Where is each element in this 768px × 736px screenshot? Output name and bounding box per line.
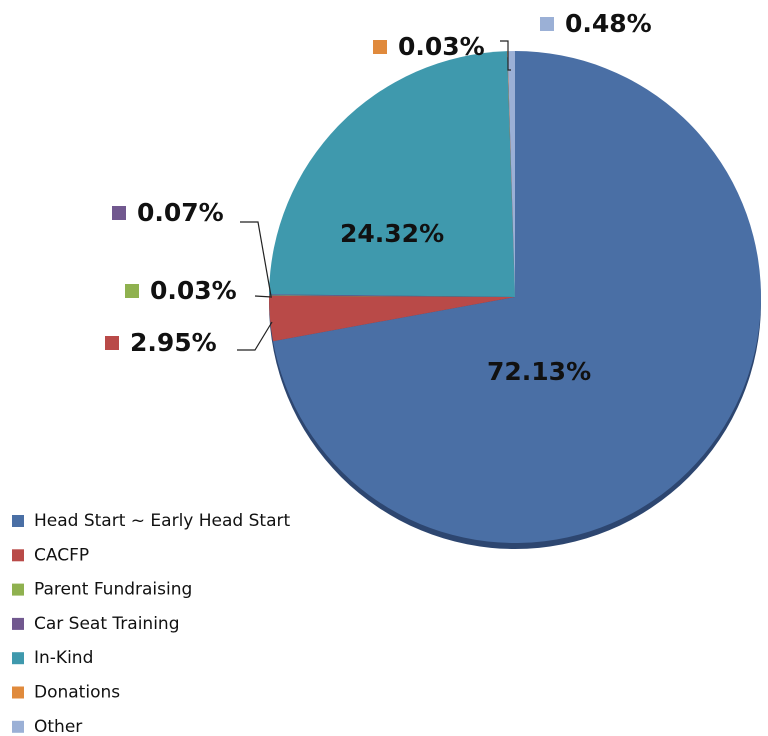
legend-swatch bbox=[12, 617, 24, 630]
leader-line bbox=[240, 221, 272, 297]
data-label: 0.07% bbox=[137, 198, 224, 227]
legend-label: In-Kind bbox=[34, 648, 93, 668]
leader-line bbox=[237, 321, 273, 351]
data-label: 0.03% bbox=[398, 32, 485, 61]
legend-swatch bbox=[12, 549, 24, 562]
legend-swatch bbox=[12, 686, 24, 699]
data-label: 24.32% bbox=[340, 219, 444, 248]
legend-label: CACFP bbox=[34, 545, 89, 565]
pie-slice bbox=[269, 295, 515, 297]
pie-slice bbox=[269, 295, 515, 342]
pie-slice bbox=[273, 51, 761, 543]
pie-slice bbox=[269, 294, 515, 297]
data-label: 72.13% bbox=[487, 357, 591, 386]
legend-label: Car Seat Training bbox=[34, 614, 180, 634]
pie-slice bbox=[507, 51, 515, 297]
data-label: 0.48% bbox=[565, 9, 652, 38]
legend-label: Head Start ~ Early Head Start bbox=[34, 511, 290, 531]
legend-swatch bbox=[12, 583, 24, 596]
label-key bbox=[112, 206, 126, 220]
legend-label: Donations bbox=[34, 683, 120, 703]
legend-swatch bbox=[12, 720, 24, 733]
label-key bbox=[540, 17, 554, 31]
pie-slice bbox=[507, 51, 515, 297]
data-label: 0.03% bbox=[150, 276, 237, 305]
legend-swatch bbox=[12, 515, 24, 527]
label-key bbox=[315, 227, 329, 241]
data-label: 2.95% bbox=[130, 328, 217, 357]
legend-label: Other bbox=[34, 717, 82, 736]
label-key bbox=[462, 365, 476, 379]
label-key bbox=[105, 336, 119, 350]
label-key bbox=[125, 284, 139, 298]
leader-line bbox=[500, 40, 511, 71]
leader-line bbox=[254, 295, 273, 298]
label-key bbox=[373, 40, 387, 54]
pie-slice bbox=[269, 51, 515, 297]
legend-swatch bbox=[12, 652, 24, 665]
legend-label: Parent Fundraising bbox=[34, 580, 192, 600]
